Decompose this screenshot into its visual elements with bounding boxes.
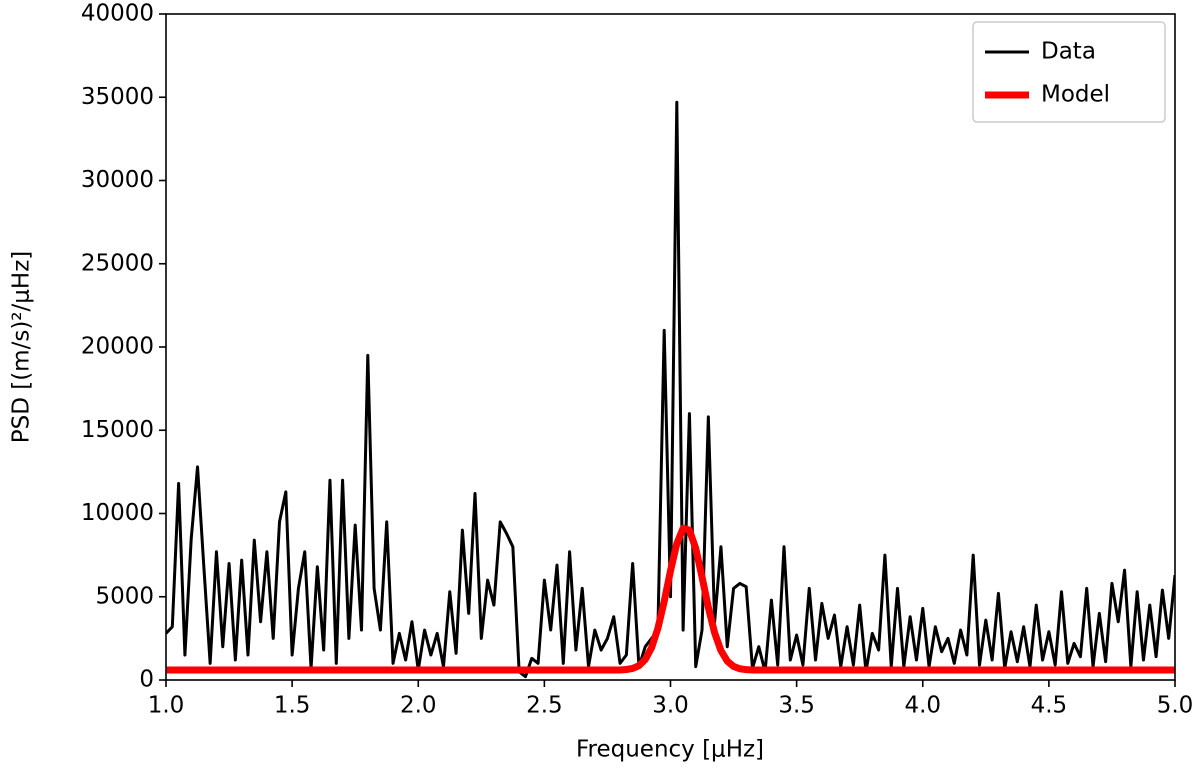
x-tick-label: 3.5 xyxy=(778,693,815,719)
y-tick-label: 10000 xyxy=(81,500,154,526)
y-axis-label: PSD [(m/s)²/μHz] xyxy=(9,251,35,444)
x-tick-label: 5.0 xyxy=(1157,693,1194,719)
x-tick-label: 1.5 xyxy=(274,693,311,719)
plot-frame xyxy=(165,13,1176,681)
x-tick-label: 2.5 xyxy=(526,693,563,719)
series-line xyxy=(166,524,1175,674)
y-tick-label: 20000 xyxy=(81,334,154,360)
y-tick-label: 30000 xyxy=(81,167,154,193)
y-tick-label: 0 xyxy=(139,667,154,693)
y-tick-label: 35000 xyxy=(81,84,154,110)
y-tick-label: 5000 xyxy=(95,583,154,609)
x-axis-label: Frequency [μHz] xyxy=(576,737,764,763)
legend-label: Model xyxy=(1041,82,1110,108)
y-tick-label: 25000 xyxy=(81,250,154,276)
x-tick-label: 4.5 xyxy=(1031,693,1068,719)
x-tick-label: 1.0 xyxy=(148,693,185,719)
x-tick-label: 4.0 xyxy=(904,693,941,719)
series-line xyxy=(166,100,1175,679)
y-tick-label: 15000 xyxy=(81,417,154,443)
x-tick-label: 3.0 xyxy=(652,693,689,719)
legend-label: Data xyxy=(1041,39,1096,65)
y-tick-label: 40000 xyxy=(81,1,154,27)
x-tick-label: 2.0 xyxy=(400,693,437,719)
